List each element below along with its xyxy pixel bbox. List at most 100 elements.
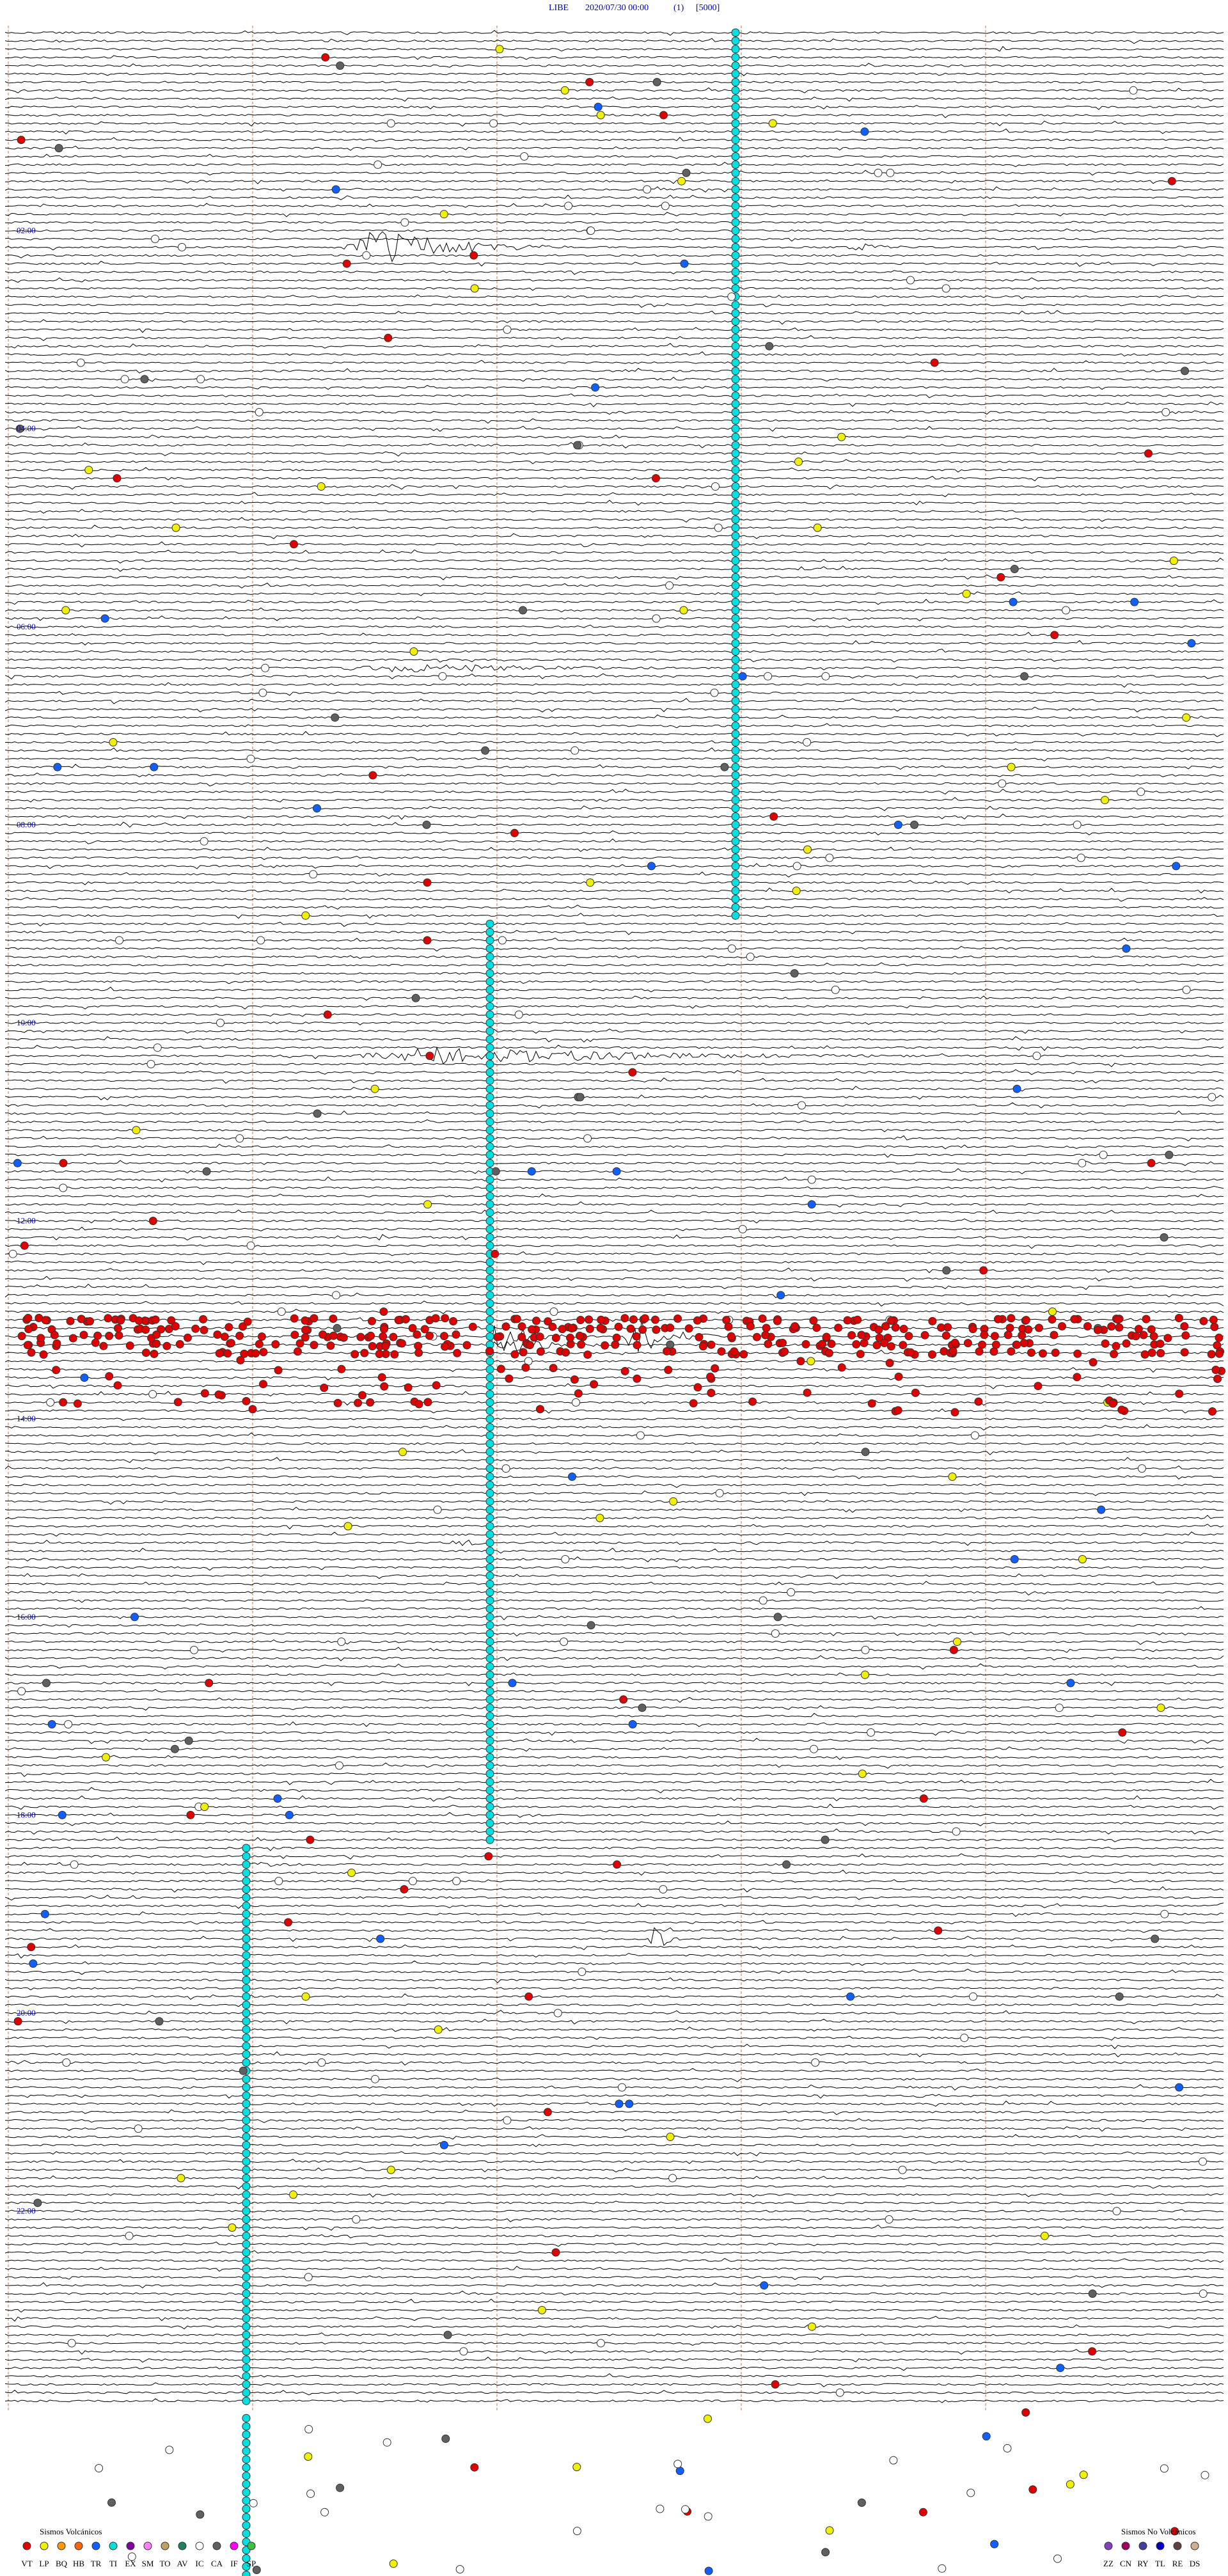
- event-marker: [146, 1060, 155, 1068]
- event-marker: [857, 1331, 866, 1339]
- event-marker: [1007, 763, 1016, 771]
- event-marker: [1012, 1340, 1021, 1349]
- event-marker: [731, 474, 740, 483]
- trace: [4, 500, 1224, 506]
- event-marker: [1209, 1315, 1218, 1324]
- event-marker: [485, 1497, 494, 1506]
- trace: [4, 664, 1224, 672]
- event-marker: [252, 2566, 261, 2574]
- trace: [4, 2250, 1224, 2254]
- trace: [4, 459, 1224, 464]
- event-marker: [170, 1744, 179, 1753]
- trace: [4, 1515, 1224, 1520]
- event-marker: [693, 1316, 702, 1325]
- trace: [4, 1432, 1224, 1437]
- event-marker: [707, 1340, 716, 1349]
- event-marker: [731, 432, 740, 441]
- event-marker: [470, 2463, 479, 2472]
- event-marker: [1215, 1349, 1224, 1358]
- event-marker: [811, 2058, 820, 2067]
- event-marker: [242, 2199, 251, 2208]
- event-marker: [41, 1316, 50, 1325]
- event-marker: [731, 111, 740, 120]
- event-marker: [242, 2174, 251, 2183]
- event-marker: [949, 1347, 957, 1355]
- event-marker: [675, 2467, 684, 2476]
- event-marker: [485, 1638, 494, 1646]
- event-marker: [682, 168, 691, 177]
- trace: [4, 2366, 1224, 2371]
- legend-label: SP: [247, 2559, 256, 2568]
- trace: [4, 2373, 1224, 2380]
- event-marker: [577, 1340, 586, 1349]
- event-marker: [835, 2388, 844, 2397]
- event-marker: [1056, 2364, 1065, 2373]
- hour-labels: 02:00 04:00 06:00 08:00 10:00 12:00 14:00 16:00…: [17, 226, 36, 2216]
- legend-swatch: [1121, 2541, 1130, 2550]
- event-marker: [731, 548, 740, 557]
- event-marker: [773, 1316, 782, 1325]
- trace: [4, 1952, 1224, 1959]
- event-marker: [731, 853, 740, 862]
- event-marker: [13, 2017, 22, 2026]
- trace: [4, 2084, 1224, 2091]
- event-marker: [731, 523, 740, 532]
- event-marker: [731, 713, 740, 722]
- trace: [4, 821, 1224, 828]
- event-marker: [727, 944, 736, 953]
- event-marker: [1053, 2554, 1062, 2563]
- event-marker: [731, 738, 740, 747]
- trace: [4, 1746, 1224, 1752]
- event-marker: [485, 1060, 494, 1068]
- event-marker: [246, 1241, 255, 1250]
- trace: [4, 2027, 1224, 2032]
- event-marker: [313, 804, 321, 813]
- event-marker: [1151, 1934, 1160, 1943]
- event-marker: [242, 2190, 251, 2199]
- event-marker: [150, 1350, 159, 1358]
- trace: [4, 1730, 1224, 1736]
- trace: [4, 533, 1224, 539]
- event-marker: [24, 1325, 33, 1334]
- event-marker: [105, 1372, 114, 1380]
- event-marker: [70, 1860, 79, 1869]
- event-marker: [242, 2058, 251, 2067]
- event-marker: [15, 424, 24, 433]
- event-marker: [1163, 1334, 1172, 1343]
- trace: [4, 425, 1224, 432]
- event-marker: [459, 2347, 468, 2356]
- event-marker: [443, 2330, 452, 2339]
- event-marker: [485, 1274, 494, 1283]
- event-marker: [228, 2223, 237, 2232]
- legend: Sismos Volcánicos VT LP BQ HB TR TI EX SM TO AV IC C…: [21, 2527, 1200, 2568]
- event-marker: [259, 1380, 267, 1389]
- event-marker: [102, 1753, 111, 1762]
- trace: [4, 764, 1224, 770]
- event-marker: [731, 160, 740, 169]
- event-marker: [666, 1324, 675, 1332]
- channel: (1): [673, 3, 684, 13]
- event-marker: [731, 639, 740, 648]
- event-marker: [485, 1225, 494, 1233]
- event-marker: [597, 1315, 606, 1324]
- event-marker: [720, 763, 729, 771]
- event-marker: [440, 1332, 448, 1341]
- event-marker: [764, 672, 773, 681]
- event-marker: [731, 565, 740, 573]
- trace: [4, 2193, 1224, 2198]
- legend-swatch: [91, 2541, 100, 2550]
- event-marker: [731, 722, 740, 731]
- trace: [4, 2290, 1224, 2296]
- trace: [4, 2357, 1224, 2363]
- event-marker: [242, 2330, 251, 2339]
- event-marker: [803, 1388, 812, 1397]
- event-marker: [113, 474, 122, 483]
- event-marker: [1010, 565, 1019, 573]
- event-marker: [659, 111, 668, 120]
- trace: [4, 1696, 1224, 1703]
- trace: [4, 310, 1224, 315]
- event-marker: [738, 672, 747, 681]
- event-marker: [301, 1333, 310, 1342]
- event-marker: [1079, 2470, 1088, 2479]
- hour-label: 14:00: [17, 1414, 36, 1423]
